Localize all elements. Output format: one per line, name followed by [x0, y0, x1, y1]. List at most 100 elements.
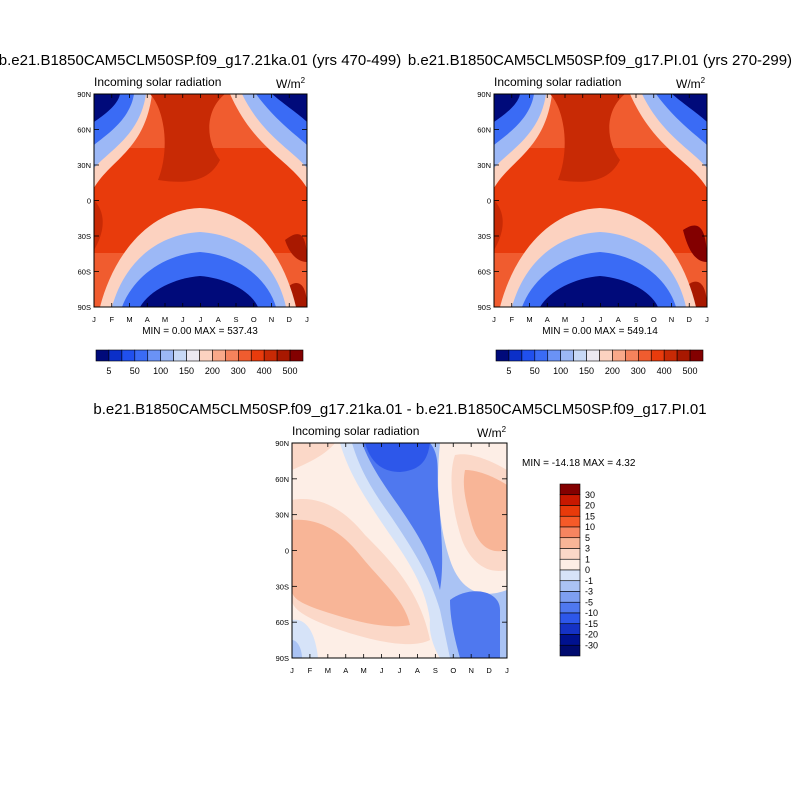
colorbar-swatch [134, 349, 149, 362]
x-tick-label: J [199, 315, 203, 324]
y-tick-label: 90N [477, 90, 491, 99]
colorbar-swatch [547, 349, 561, 362]
panel-units: W/m2 [276, 76, 306, 91]
panel-difference: b.e21.B1850CAM5CLM50SP.f09_g17.21ka.01 -… [93, 401, 706, 675]
colorbar-swatch [121, 349, 136, 362]
panel-21ka: b.e21.B1850CAM5CLM50SP.f09_g17.21ka.01 (… [0, 52, 401, 376]
y-tick-label: 90S [78, 303, 91, 312]
x-tick-label: J [705, 315, 709, 324]
colorbar-swatch [559, 537, 581, 549]
x-tick-label: O [450, 666, 456, 675]
y-tick-label: 0 [87, 197, 91, 206]
colorbar-swatch [650, 349, 665, 362]
colorbar-swatch [199, 349, 213, 362]
colorbar-label: -5 [585, 597, 593, 607]
heatmap-field [494, 94, 707, 307]
y-tick-label: 30N [275, 511, 289, 520]
colorbar-swatch [173, 349, 187, 362]
colorbar-swatch [212, 349, 226, 362]
colorbar-label: 150 [179, 366, 194, 376]
x-tick-label: D [687, 315, 693, 324]
colorbar-label: 5 [506, 366, 511, 376]
y-tick-label: 60N [77, 126, 91, 135]
colorbar-swatch [559, 580, 581, 592]
y-tick-label: 90S [276, 654, 289, 663]
x-tick-label: M [162, 315, 168, 324]
colorbar-label: 20 [585, 501, 595, 511]
colorbar-swatch [573, 349, 587, 362]
colorbar-swatch [559, 483, 581, 496]
colorbar-swatch [508, 349, 523, 362]
x-tick-label: M [526, 315, 532, 324]
colorbar-swatch [289, 349, 304, 362]
x-tick-label: J [581, 315, 585, 324]
y-tick-label: 30N [477, 161, 491, 170]
y-tick-label: 90N [77, 90, 91, 99]
x-tick-label: O [251, 315, 257, 324]
colorbar-label: 5 [585, 533, 590, 543]
y-tick-label: 90N [275, 439, 289, 448]
x-tick-label: J [505, 666, 509, 675]
x-tick-label: J [305, 315, 309, 324]
colorbar-swatch [676, 349, 691, 362]
x-tick-label: A [343, 666, 348, 675]
y-ticks: 90N 60N 30N 0 30S 60S 90S [77, 90, 307, 312]
colorbar-label: 10 [585, 522, 595, 532]
colorbar-label: 200 [205, 366, 220, 376]
colorbar-label: -30 [585, 640, 598, 650]
colorbar-label: -10 [585, 608, 598, 618]
y-tick-label: 60S [78, 268, 91, 277]
colorbar-swatch [559, 569, 581, 582]
y-ticks: 90N 60N 30N 0 30S 60S 90S [477, 90, 707, 312]
colorbar-swatch [95, 349, 110, 362]
x-tick-label: F [308, 666, 313, 675]
colorbar-label: 300 [231, 366, 246, 376]
y-tick-label: 60N [275, 475, 289, 484]
colorbar-swatch [276, 349, 291, 362]
x-tick-label: J [398, 666, 402, 675]
colorbar-swatch [534, 349, 549, 362]
colorbar-swatch [238, 349, 252, 362]
colorbar-label: -20 [585, 630, 598, 640]
colorbar-swatch [263, 349, 278, 362]
colorbar-swatch [638, 349, 652, 362]
panel-units: W/m2 [477, 425, 507, 440]
x-tick-label: M [361, 666, 367, 675]
colorbar-label: 1 [585, 554, 590, 564]
colorbar-swatch [559, 644, 581, 657]
x-tick-label: A [216, 315, 221, 324]
panel-subtitle: Incoming solar radiation [292, 424, 419, 438]
colorbar-label: 100 [153, 366, 168, 376]
colorbar-swatch [559, 558, 581, 571]
colorbar-label: -1 [585, 576, 593, 586]
colorbar-swatch [559, 526, 581, 539]
colorbar-swatch [108, 349, 123, 362]
colorbar-label: 400 [257, 366, 272, 376]
colorbar-label: 500 [283, 366, 298, 376]
y-tick-label: 30S [478, 232, 491, 241]
colorbar-label: -15 [585, 619, 598, 629]
panel-pi: b.e21.B1850CAM5CLM50SP.f09_g17.PI.01 (yr… [408, 52, 792, 376]
colorbar-label: 500 [683, 366, 698, 376]
colorbar-swatch [559, 623, 581, 635]
x-tick-label: N [269, 315, 274, 324]
colorbar-label: 0 [585, 565, 590, 575]
x-tick-label: A [145, 315, 150, 324]
x-tick-label: F [109, 315, 114, 324]
colorbar-swatch [559, 515, 581, 528]
colorbar-label: 200 [605, 366, 620, 376]
colorbar-swatch [599, 349, 613, 362]
x-tick-label: S [433, 666, 438, 675]
y-tick-label: 60S [276, 618, 289, 627]
panel-subtitle: Incoming solar radiation [494, 75, 621, 89]
y-tick-label: 0 [285, 547, 289, 556]
colorbar-swatch [559, 601, 581, 614]
y-tick-label: 60S [478, 268, 491, 277]
x-tick-label: S [233, 315, 238, 324]
x-tick-label: N [669, 315, 674, 324]
panel-units: W/m2 [676, 76, 706, 91]
panel-title: b.e21.B1850CAM5CLM50SP.f09_g17.21ka.01 -… [93, 401, 706, 418]
